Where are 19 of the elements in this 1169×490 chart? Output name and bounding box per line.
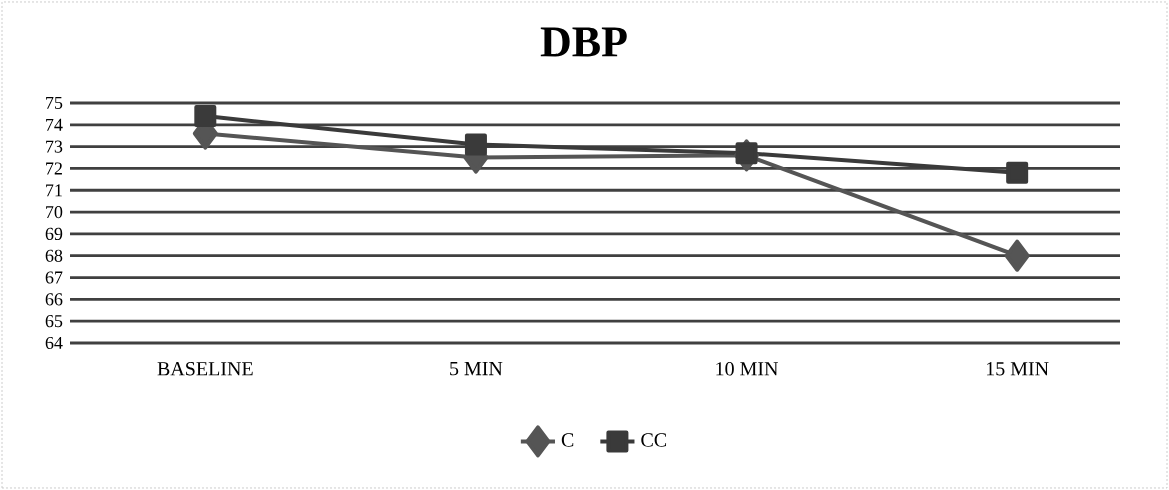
y-tick-label: 73 [46, 140, 63, 153]
x-tick-label: BASELINE [157, 362, 253, 376]
x-tick-label: 5 MIN [450, 362, 503, 376]
y-tick-label: 72 [46, 162, 62, 175]
x-tick-label: 15 MIN [986, 362, 1049, 376]
y-tick-label: 69 [45, 227, 63, 240]
y-tick-label: 64 [45, 336, 63, 350]
y-tick-label: 70 [46, 205, 63, 219]
y-tick-label: 74 [46, 118, 63, 131]
y-tick-label: 67 [45, 271, 63, 284]
y-tick-label: 65 [45, 315, 63, 328]
x-tick-label: 10 MIN [716, 362, 779, 376]
y-tick-label: 75 [46, 97, 63, 109]
legend-label: C [561, 433, 574, 447]
legend-label: CC [641, 433, 667, 447]
y-tick-label: 66 [45, 293, 63, 306]
y-tick-label: 71 [46, 184, 62, 197]
chart-title: DBP [540, 27, 627, 57]
y-tick-label: 68 [45, 249, 63, 262]
